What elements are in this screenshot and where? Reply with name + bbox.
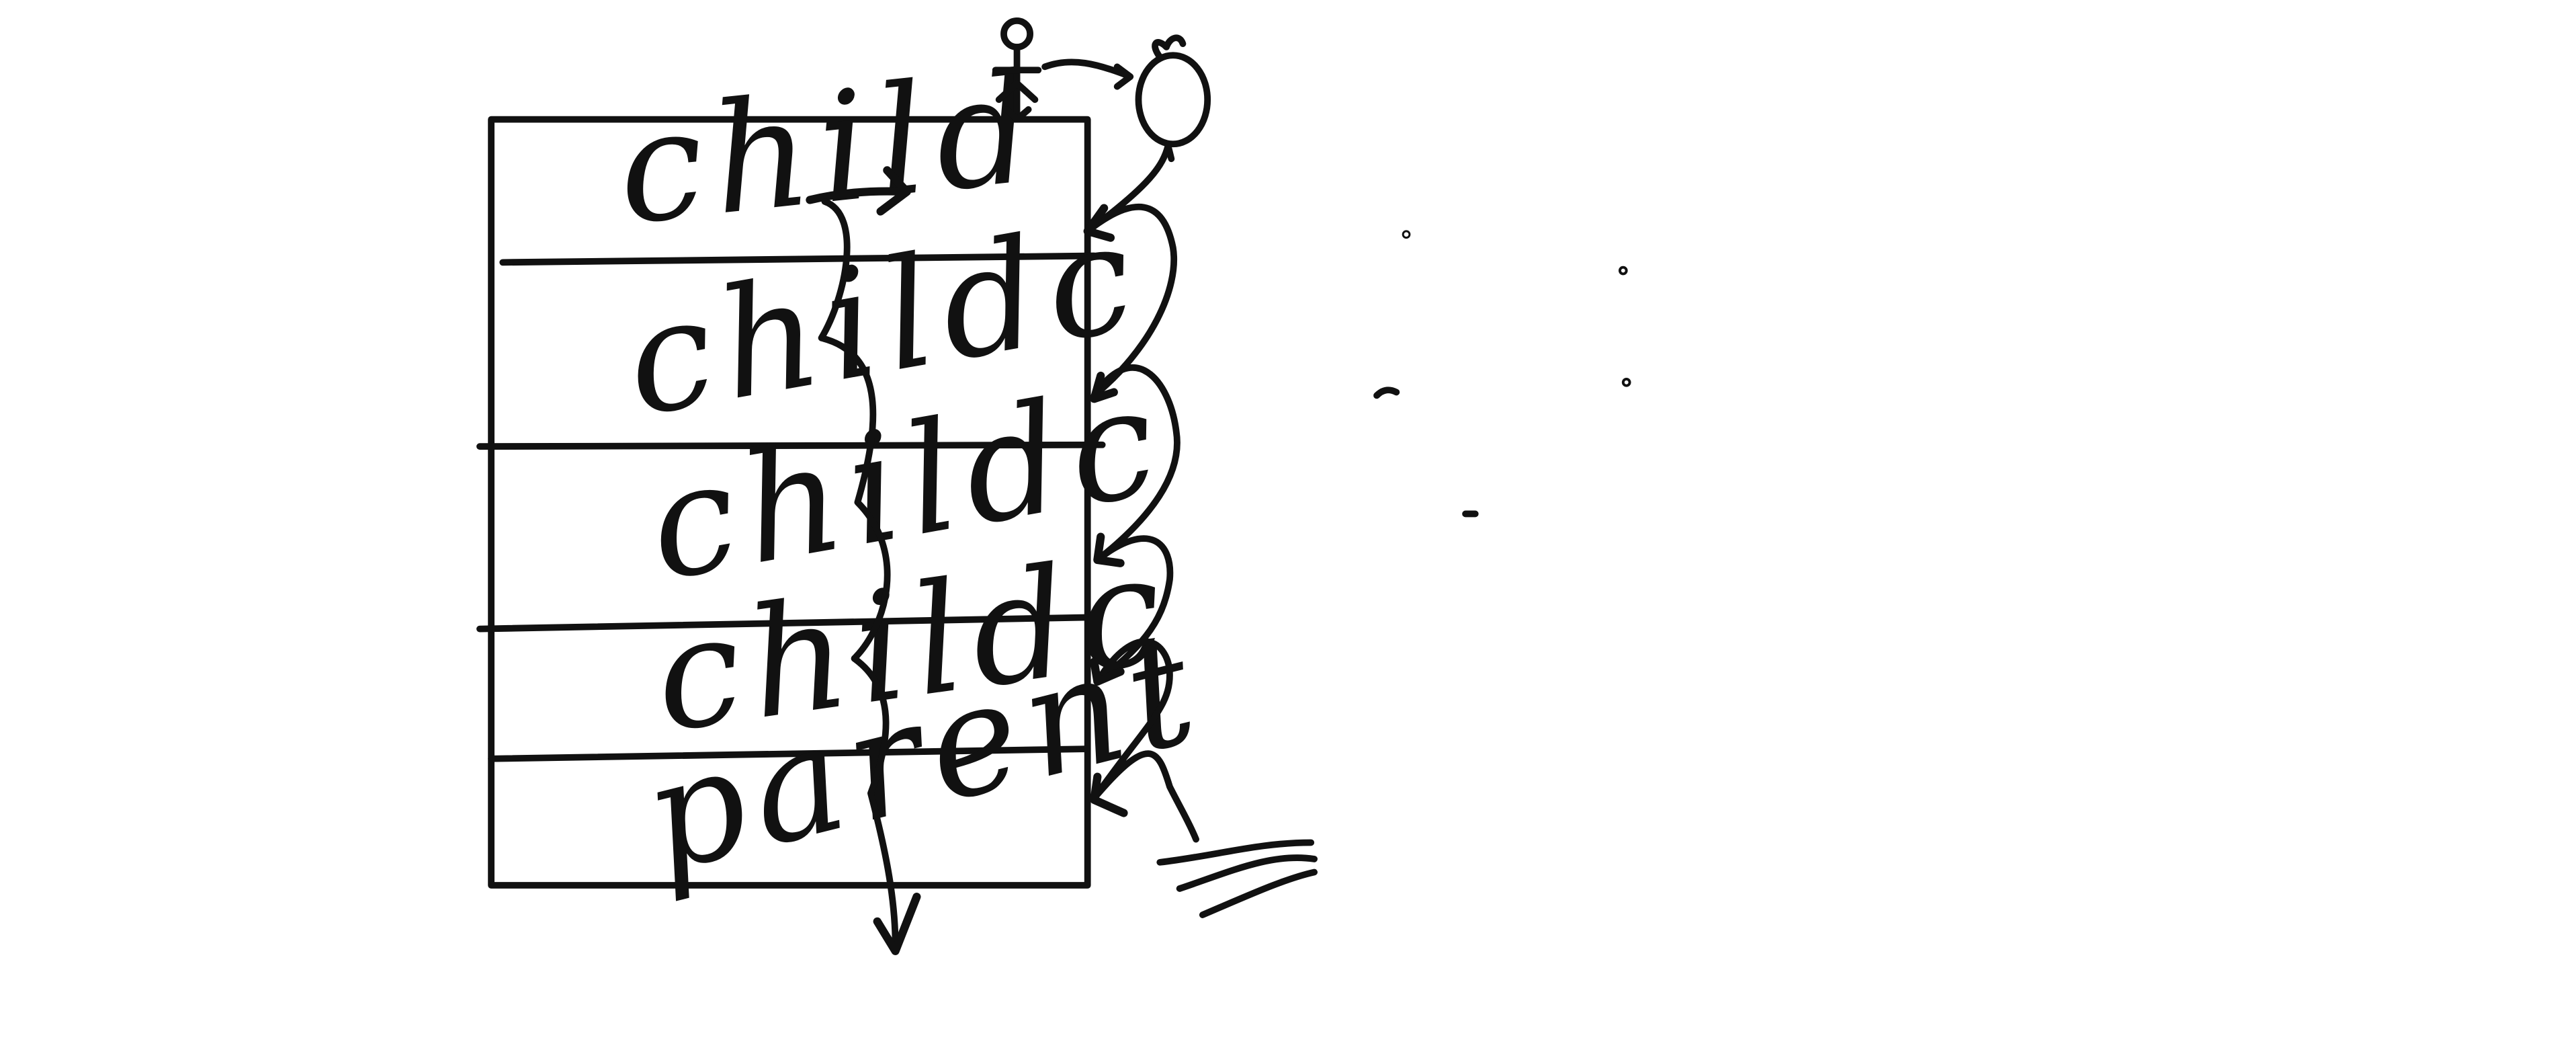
layer-divider (499, 252, 1098, 266)
stack-box (488, 116, 1091, 889)
outer-flow-path (1084, 142, 1199, 843)
arrow-right-icon (806, 166, 911, 216)
water-icon (1156, 839, 1318, 918)
stick-figure-icon (992, 17, 1042, 123)
arrow-down-icon (873, 893, 921, 955)
inner-flow-path (818, 198, 899, 950)
arrow-left-icon (1090, 657, 1125, 686)
arrow-left-icon (1083, 204, 1115, 242)
arrow-left-icon (1093, 532, 1125, 567)
layer-divider (488, 745, 1091, 762)
layer-divider (476, 441, 1106, 450)
balloon-icon (1135, 34, 1211, 163)
arrow-left-icon (1090, 772, 1128, 817)
arrow-left-icon (1090, 371, 1118, 403)
layer-divider (476, 614, 1091, 633)
stray-marks (1373, 230, 1631, 518)
arrow-right-icon (1041, 58, 1134, 90)
